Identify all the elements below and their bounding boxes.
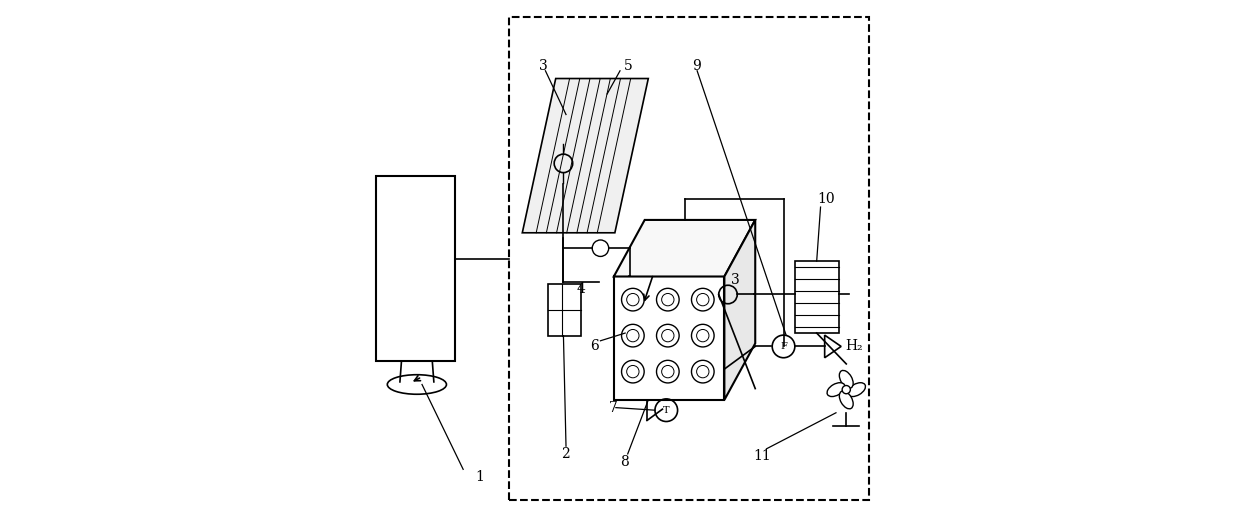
Circle shape xyxy=(842,386,851,394)
Ellipse shape xyxy=(839,370,853,388)
Text: 3: 3 xyxy=(538,58,548,73)
Text: 2: 2 xyxy=(560,447,569,461)
Polygon shape xyxy=(614,220,755,277)
Text: 11: 11 xyxy=(754,449,771,463)
Text: H₂: H₂ xyxy=(846,340,863,354)
Bar xyxy=(614,277,724,400)
Text: 1: 1 xyxy=(475,470,484,484)
Text: 4: 4 xyxy=(577,282,585,296)
Text: 5: 5 xyxy=(624,58,632,73)
Text: 7: 7 xyxy=(609,401,618,415)
Ellipse shape xyxy=(848,383,866,397)
Text: 3: 3 xyxy=(730,273,739,287)
Ellipse shape xyxy=(839,391,853,409)
Text: T: T xyxy=(663,406,670,415)
Bar xyxy=(510,17,869,500)
Bar xyxy=(376,176,455,361)
Text: 9: 9 xyxy=(692,58,701,73)
Polygon shape xyxy=(522,79,649,233)
Text: 8: 8 xyxy=(620,454,629,468)
Text: 6: 6 xyxy=(590,339,599,353)
Polygon shape xyxy=(724,220,755,400)
Ellipse shape xyxy=(827,383,844,397)
Bar xyxy=(795,261,838,333)
Text: 10: 10 xyxy=(817,192,835,206)
Text: F: F xyxy=(780,342,787,351)
Bar xyxy=(548,284,582,336)
